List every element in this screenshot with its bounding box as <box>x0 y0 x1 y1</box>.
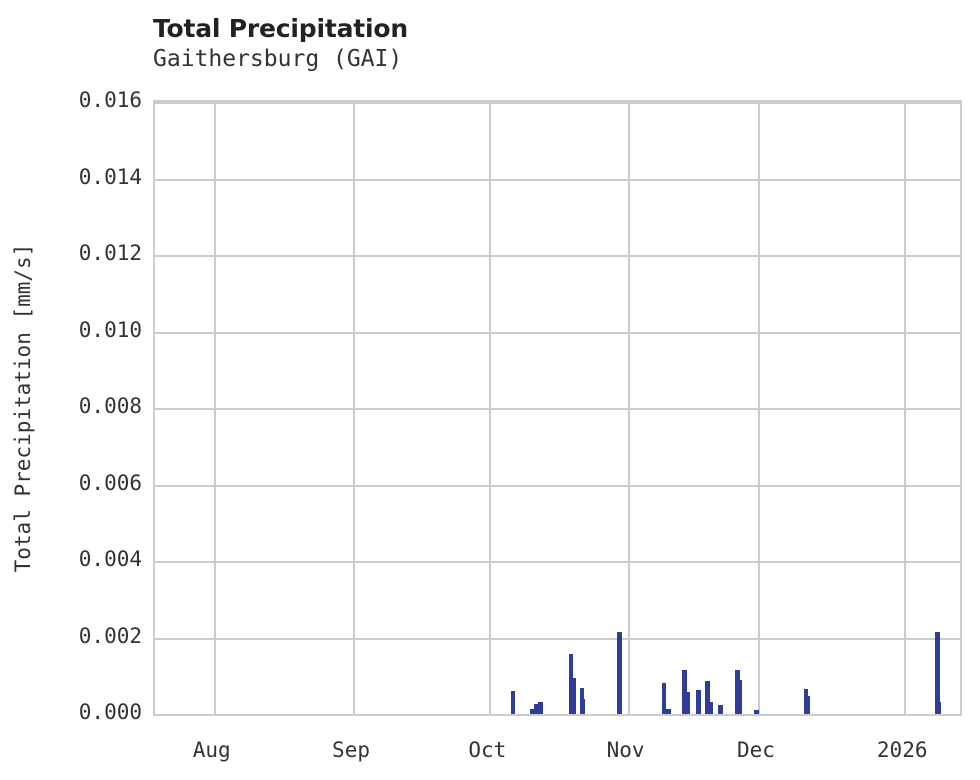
x-axis-tick-label: Nov <box>606 738 645 762</box>
page-title: Total Precipitation <box>153 14 408 43</box>
x-axis-tick-label: Aug <box>192 738 231 762</box>
plot-inner <box>155 102 960 714</box>
gridline-vertical <box>757 102 760 714</box>
gridline-horizontal <box>155 255 960 257</box>
bar <box>806 696 811 714</box>
y-axis-tick-label: 0.014 <box>78 164 142 189</box>
y-axis-tick-label: 0.002 <box>78 623 142 648</box>
bar <box>735 670 740 714</box>
gridline-horizontal <box>155 178 960 181</box>
gridline-vertical <box>489 102 492 714</box>
gridline-horizontal <box>155 637 960 640</box>
x-axis-tick-label: Sep <box>332 738 370 762</box>
bar <box>661 683 666 714</box>
bar <box>738 680 742 714</box>
bar <box>616 631 622 714</box>
y-axis-tick-label: 0.008 <box>78 394 142 418</box>
bar <box>937 702 941 714</box>
bar <box>718 705 723 714</box>
bar <box>510 690 516 714</box>
bar <box>581 699 585 714</box>
x-axis-tick-label: 2026 <box>876 738 928 762</box>
y-axis-tick-label: 0.004 <box>78 547 142 571</box>
bar <box>682 670 687 714</box>
y-axis-tick-label: 0.016 <box>78 88 142 112</box>
bar <box>529 709 535 714</box>
y-axis-tick-labels: 0.000 0.002 0.004 0.006 0.008 0.010 0.012 0.014… <box>32 0 142 780</box>
bar <box>534 704 539 714</box>
gridline-horizontal <box>155 484 960 487</box>
bar <box>538 702 543 714</box>
x-axis-tick-label: Dec <box>736 738 775 762</box>
bar <box>705 681 710 714</box>
y-axis-tick-label: 0.000 <box>78 700 142 724</box>
y-axis-tick-label: 0.010 <box>78 317 142 342</box>
bar <box>568 654 574 714</box>
bar <box>696 690 701 714</box>
bar <box>754 710 759 714</box>
gridline-horizontal <box>155 102 960 104</box>
gridline-vertical <box>627 102 630 714</box>
chart-subtitle: Gaithersburg (GAI) <box>153 46 403 72</box>
gridline-vertical <box>904 102 907 714</box>
y-axis-tick-label: 0.006 <box>78 470 142 495</box>
bar <box>720 710 724 714</box>
gridline-horizontal <box>155 331 960 334</box>
y-axis-tick-label: 0.012 <box>78 241 142 265</box>
bar <box>709 701 713 714</box>
bar <box>686 691 690 714</box>
gridline-horizontal <box>155 561 960 563</box>
bar <box>572 678 577 714</box>
bar <box>666 709 671 714</box>
gridline-vertical <box>353 102 356 714</box>
plot-area <box>153 100 962 716</box>
x-axis-tick-label: Oct <box>468 738 507 762</box>
gridline-horizontal <box>155 408 960 410</box>
bar <box>935 631 940 714</box>
bar <box>618 699 623 714</box>
gridline-vertical <box>213 102 216 714</box>
title-block: Total Precipitation Gaithersburg (GAI) <box>153 14 853 74</box>
bar <box>803 689 809 714</box>
